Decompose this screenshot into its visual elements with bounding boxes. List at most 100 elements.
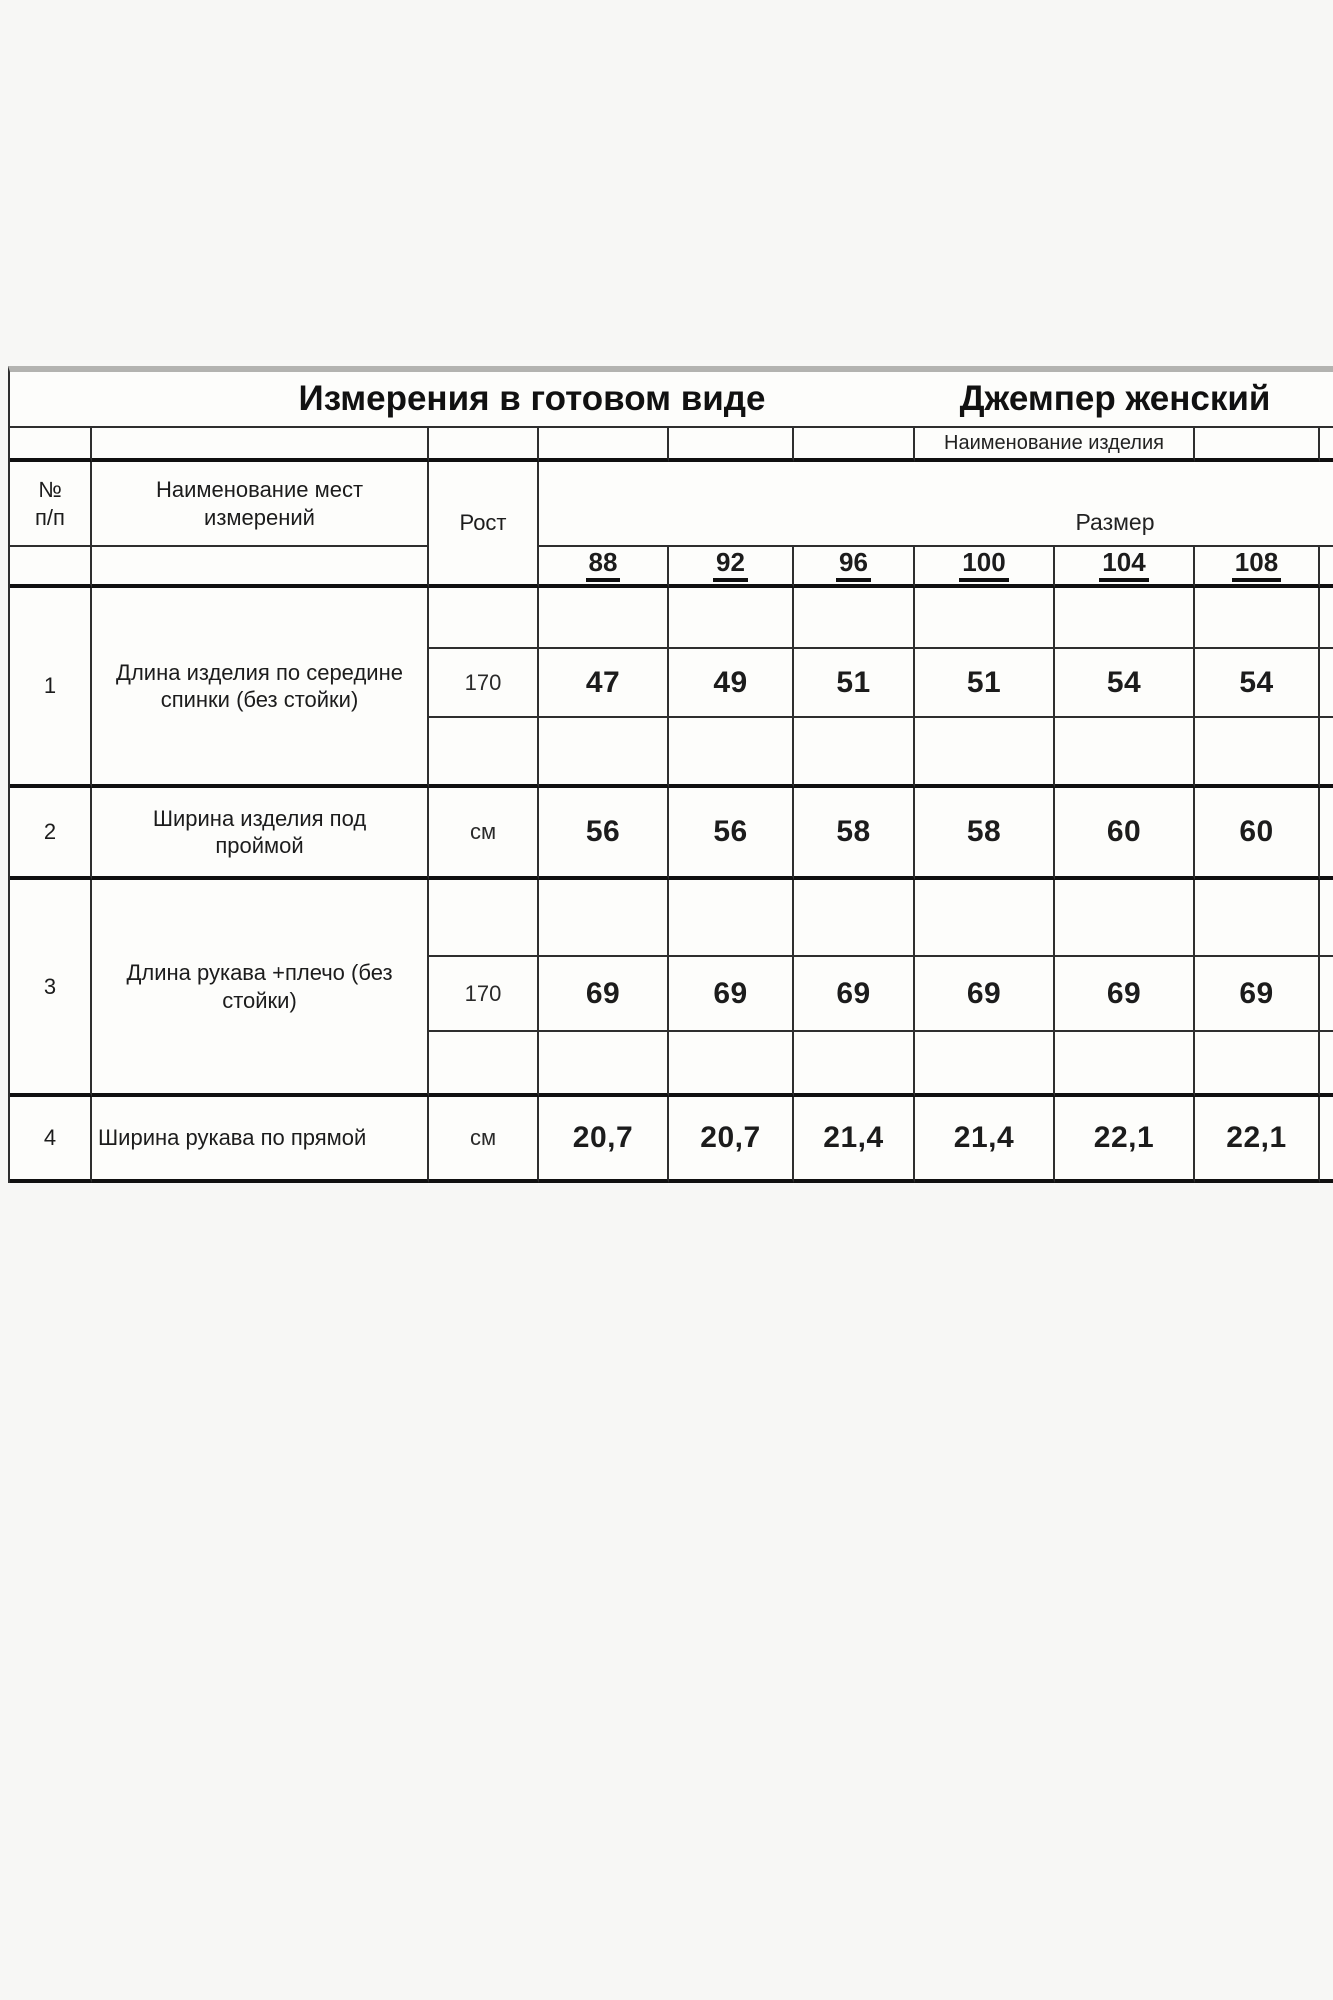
row2-value-104: 60 (1055, 788, 1195, 880)
row1-value-104: 54 (1055, 649, 1195, 718)
row2-value-100: 58 (915, 788, 1055, 880)
row2-value-92: 56 (669, 788, 794, 880)
size-label: Размер (1075, 509, 1155, 536)
measurement-table: Измерения в готовом виде Джемпер женский… (8, 366, 1333, 1183)
product-title: Джемпер женский (959, 379, 1271, 419)
row4-name: Ширина рукава по прямой (92, 1097, 429, 1183)
empty-cell (915, 880, 1055, 957)
narrow-cell (429, 428, 539, 462)
empty-cell (794, 588, 915, 649)
row3-height: 170 (429, 957, 539, 1032)
narrow-cell (794, 428, 915, 462)
empty-cell (794, 880, 915, 957)
empty-cell (429, 880, 539, 957)
row2-value-88: 56 (539, 788, 669, 880)
empty-cell (1195, 1032, 1320, 1097)
row1-height: 170 (429, 649, 539, 718)
size-value: 104 (1099, 549, 1149, 582)
header-name-line1: Наименование мест (155, 477, 364, 502)
empty-cell (1055, 718, 1195, 788)
header-measure-name: Наименование мест измерений (92, 462, 429, 547)
row2-name: Ширина изделия под проймой (92, 788, 429, 880)
row1-name: Длина изделия по середине спинки (без ст… (92, 588, 429, 788)
empty-cell (1320, 880, 1333, 957)
empty-cell (915, 588, 1055, 649)
empty-cell (669, 1032, 794, 1097)
empty-cell (669, 880, 794, 957)
header-num-line2: п/п (35, 504, 65, 530)
empty-cell (429, 718, 539, 788)
row1-num: 1 (10, 588, 92, 788)
empty-cell (429, 588, 539, 649)
row4-value-104: 22,1 (1055, 1097, 1195, 1183)
empty-cell (669, 718, 794, 788)
empty-cell (1320, 547, 1333, 588)
empty-cell (429, 1032, 539, 1097)
row1-value-100: 51 (915, 649, 1055, 718)
empty-cell (1195, 880, 1320, 957)
row2-value-108: 60 (1195, 788, 1320, 880)
row4-unit: см (429, 1097, 539, 1183)
empty-cell (539, 1032, 669, 1097)
empty-cell (10, 547, 92, 588)
size-108: 108 (1195, 547, 1320, 588)
empty-cell (539, 880, 669, 957)
empty-cell (92, 547, 429, 588)
row4-value-92: 20,7 (669, 1097, 794, 1183)
empty-cell (539, 588, 669, 649)
size-value: 92 (713, 549, 748, 582)
row3-value-100: 69 (915, 957, 1055, 1032)
empty-cell (915, 1032, 1055, 1097)
empty-cell (1320, 718, 1333, 788)
narrow-cell (539, 428, 669, 462)
empty-cell (1320, 1032, 1333, 1097)
empty-cell (1055, 880, 1195, 957)
empty-cell (539, 718, 669, 788)
size-value: 88 (585, 549, 621, 582)
header-height: Рост (429, 462, 539, 588)
row1-name-text: Длина изделия по середине спинки (без ст… (116, 659, 403, 713)
row3-value-108: 69 (1195, 957, 1320, 1032)
empty-cell (794, 1032, 915, 1097)
title-row: Измерения в готовом виде Джемпер женский (10, 372, 1333, 428)
size-100: 100 (915, 547, 1055, 588)
empty-cell (1055, 1032, 1195, 1097)
header-num-line1: № (38, 477, 62, 502)
row3-value-88: 69 (539, 957, 669, 1032)
row3-value-96: 69 (794, 957, 915, 1032)
row4-value-96: 21,4 (794, 1097, 915, 1183)
row4-name-text: Ширина рукава по прямой (98, 1125, 367, 1151)
row3-value-104: 69 (1055, 957, 1195, 1032)
row3-value-92: 69 (669, 957, 794, 1032)
empty-cell (1320, 649, 1333, 718)
product-name-label: Наименование изделия (915, 428, 1195, 462)
narrow-cell (1320, 428, 1333, 462)
narrow-cell (669, 428, 794, 462)
row1-value-88: 47 (539, 649, 669, 718)
empty-cell (1055, 588, 1195, 649)
empty-cell (669, 588, 794, 649)
row4-value-108: 22,1 (1195, 1097, 1320, 1183)
header-size: Размер (539, 462, 1333, 547)
row4-value-100: 21,4 (915, 1097, 1055, 1183)
narrow-cell (10, 428, 92, 462)
size-88: 88 (539, 547, 669, 588)
row3-name: Длина рукава +плечо (без стойки) (92, 880, 429, 1097)
empty-cell (1320, 588, 1333, 649)
narrow-cell (92, 428, 429, 462)
size-value: 96 (836, 549, 871, 582)
row1-value-96: 51 (794, 649, 915, 718)
page-title: Измерения в готовом виде (298, 379, 766, 419)
size-value: 108 (1231, 549, 1282, 582)
empty-cell (915, 718, 1055, 788)
header-num: № п/п (10, 462, 92, 547)
row2-num: 2 (10, 788, 92, 880)
row3-num: 3 (10, 880, 92, 1097)
size-92: 92 (669, 547, 794, 588)
empty-cell (1320, 1097, 1333, 1183)
empty-cell (1195, 588, 1320, 649)
row2-name-text: Ширина изделия под проймой (152, 805, 367, 859)
row4-value-88: 20,7 (539, 1097, 669, 1183)
row4-num: 4 (10, 1097, 92, 1183)
